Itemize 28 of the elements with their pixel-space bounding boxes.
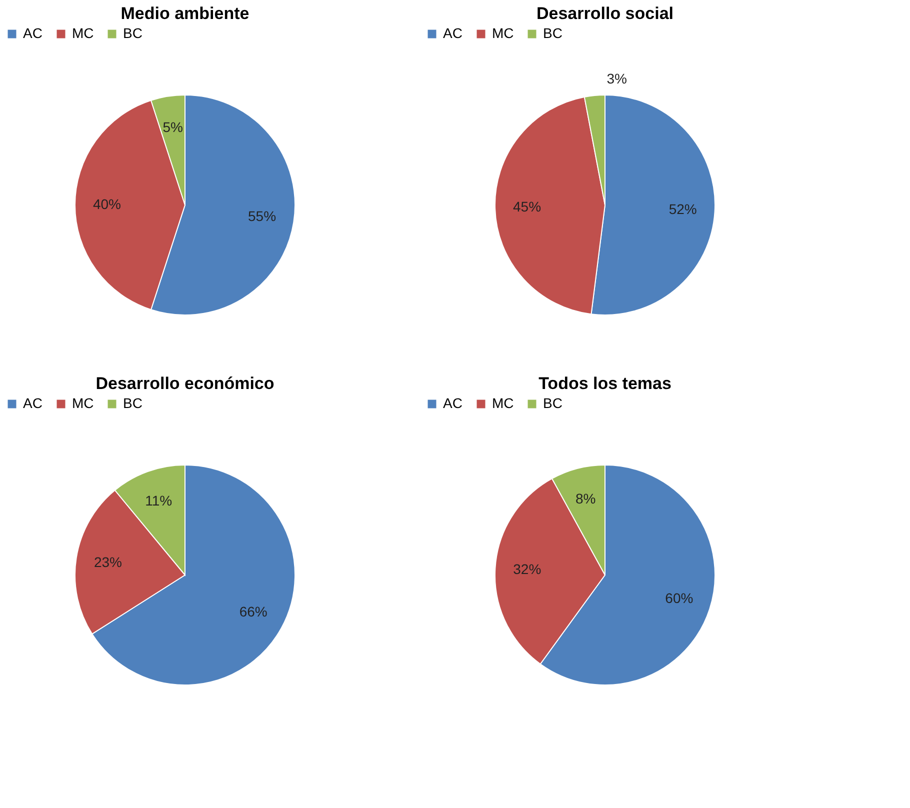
data-label: 8% — [575, 490, 596, 506]
data-label: 60% — [665, 590, 694, 606]
chart-title: Todos los temas — [538, 374, 672, 393]
data-label: 66% — [239, 604, 268, 620]
legend-label: MC — [492, 25, 514, 41]
data-label: 5% — [162, 118, 183, 135]
data-label: 52% — [668, 200, 697, 217]
legend-label: BC — [123, 25, 142, 41]
legend-label: AC — [443, 395, 462, 411]
data-label: 11% — [145, 492, 172, 509]
chart-title: Desarrollo social — [536, 4, 674, 23]
legend-label: AC — [23, 25, 42, 41]
data-label: 45% — [513, 198, 542, 214]
legend-label: BC — [543, 25, 562, 41]
data-label: 55% — [248, 208, 276, 224]
legend-label: BC — [123, 395, 142, 411]
data-label: 32% — [513, 561, 542, 578]
data-label: 3% — [606, 70, 627, 87]
chart-title: Desarrollo económico — [96, 374, 274, 393]
legend-label: BC — [543, 395, 562, 411]
data-label: 40% — [92, 196, 122, 212]
chart-title: Medio ambiente — [120, 4, 250, 23]
legend-label: AC — [443, 25, 462, 41]
legend-label: AC — [23, 395, 42, 411]
legend-label: MC — [492, 395, 514, 411]
data-label: 23% — [94, 554, 122, 570]
legend-label: MC — [72, 395, 94, 411]
legend-label: MC — [72, 25, 94, 41]
